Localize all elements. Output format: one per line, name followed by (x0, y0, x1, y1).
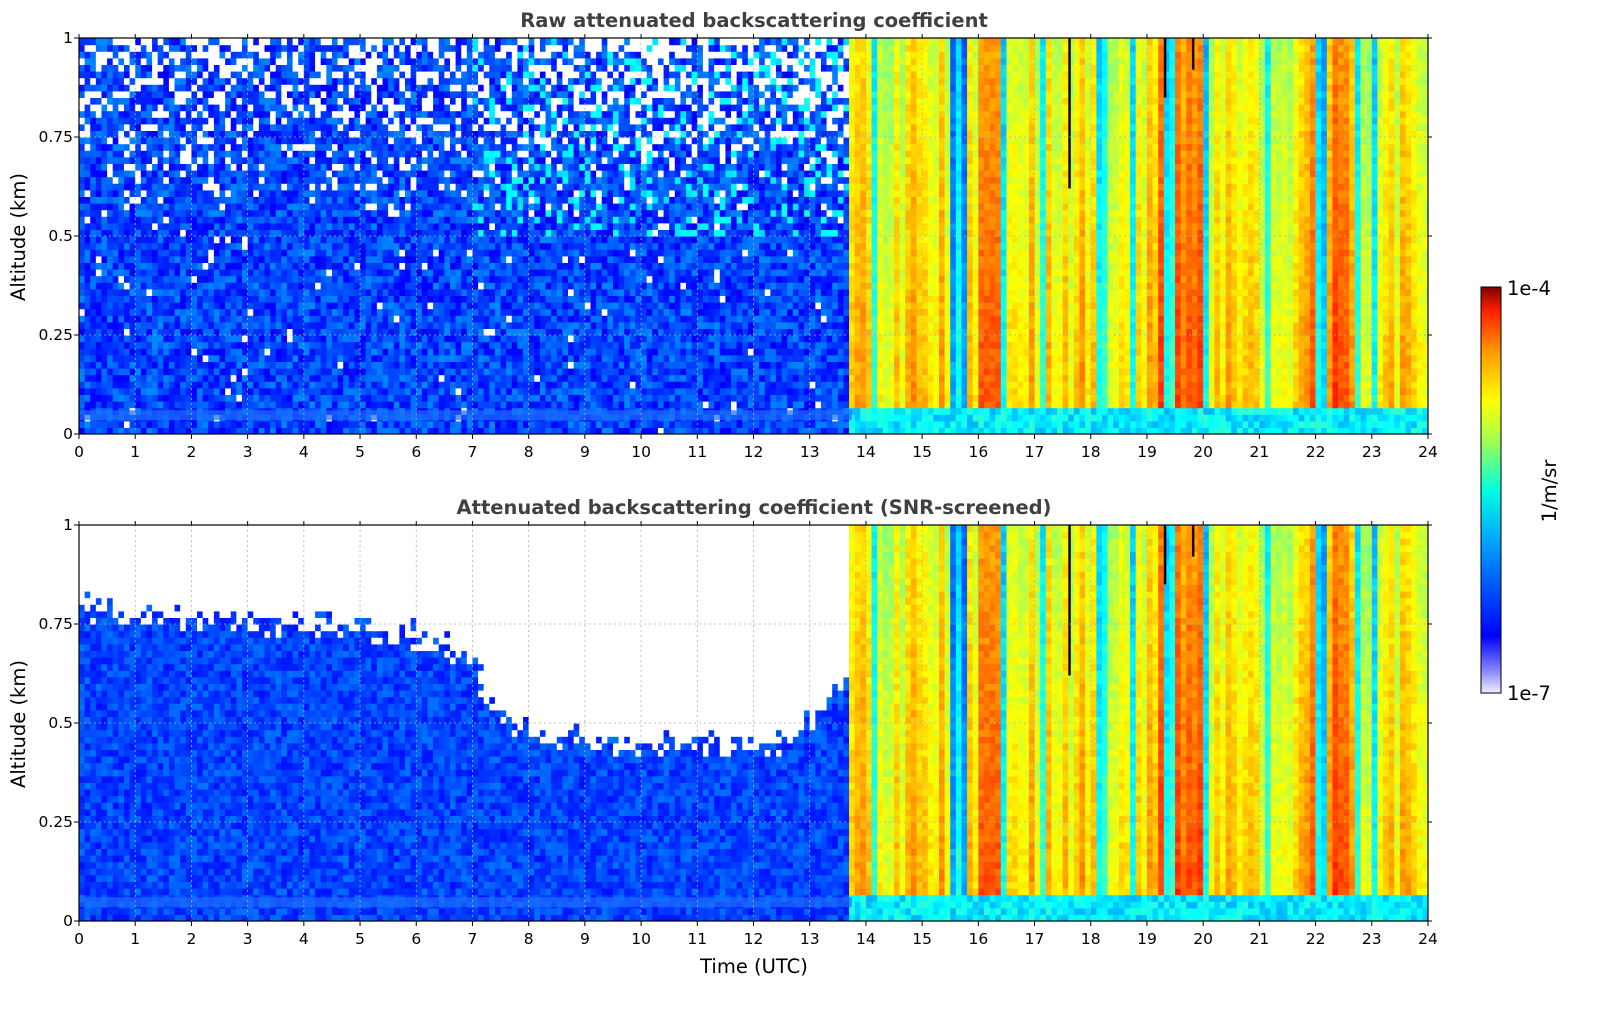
x-tick-label: 11 (687, 930, 707, 948)
panel-raw-heatmap (79, 38, 1428, 434)
x-tick-label: 1 (130, 930, 140, 948)
x-tick-label: 22 (1306, 930, 1326, 948)
x-tick-label: 9 (580, 443, 590, 461)
x-tick-label: 9 (580, 930, 590, 948)
colorbar-unit-label: 1/m/sr (1538, 459, 1561, 523)
x-tick-label: 19 (1137, 930, 1157, 948)
x-tick-label: 10 (631, 443, 651, 461)
colorbar-min-label: 1e-7 (1507, 682, 1551, 705)
panel-screened-x-ticks: 0 1 2 3 4 5 6 7 8 9 10 11 12 13 14 15 16 17 18 19 20 21 22 23 24 (74, 521, 1438, 948)
panel-raw-y-label: Altitude (km) (7, 173, 30, 301)
x-tick-label: 12 (744, 930, 764, 948)
x-tick-label: 3 (243, 930, 253, 948)
panel-raw: Raw attenuated backscattering coefficien… (7, 9, 1438, 461)
x-tick-label: 0 (74, 930, 84, 948)
x-tick-label: 19 (1137, 443, 1157, 461)
y-tick-label: 0 (63, 425, 73, 443)
x-tick-label: 20 (1193, 930, 1213, 948)
panel-screened-grid (79, 525, 1428, 921)
x-tick-label: 14 (856, 930, 876, 948)
x-tick-label: 2 (186, 443, 196, 461)
panel-raw-grid (79, 38, 1428, 434)
x-tick-label: 24 (1418, 443, 1438, 461)
panel-screened-x-label: Time (UTC) (699, 955, 808, 978)
colorbar-gradient (1480, 286, 1502, 694)
x-tick-label: 16 (968, 443, 988, 461)
x-tick-label: 7 (468, 443, 478, 461)
x-tick-label: 5 (355, 443, 365, 461)
panel-raw-y-ticks: 0 0.25 0.5 0.75 1 (38, 29, 1432, 443)
colorbar: 1e-4 1e-7 1/m/sr (1480, 277, 1561, 705)
x-tick-label: 6 (411, 930, 421, 948)
y-tick-label: 0.25 (38, 326, 73, 344)
y-tick-label: 0.75 (38, 128, 73, 146)
x-tick-label: 7 (468, 930, 478, 948)
y-tick-label: 1 (63, 29, 73, 47)
x-tick-label: 15 (912, 930, 932, 948)
x-tick-label: 4 (299, 443, 309, 461)
y-tick-label: 0.25 (38, 813, 73, 831)
colorbar-max-label: 1e-4 (1507, 277, 1551, 300)
y-tick-label: 0.5 (48, 227, 73, 245)
x-tick-label: 14 (856, 443, 876, 461)
x-tick-label: 4 (299, 930, 309, 948)
panel-screened-y-label: Altitude (km) (7, 660, 30, 788)
y-tick-label: 0.5 (48, 714, 73, 732)
x-tick-label: 22 (1306, 443, 1326, 461)
x-tick-label: 24 (1418, 930, 1438, 948)
x-tick-label: 23 (1362, 443, 1382, 461)
x-tick-label: 5 (355, 930, 365, 948)
x-tick-label: 21 (1250, 930, 1270, 948)
x-tick-label: 8 (524, 443, 534, 461)
panel-raw-x-ticks: 0 1 2 3 4 5 6 7 8 9 10 11 12 13 14 15 16 17 18 19 20 21 22 23 24 (74, 34, 1438, 461)
x-tick-label: 10 (631, 930, 651, 948)
panel-screened: Attenuated backscattering coefficient (S… (7, 496, 1438, 978)
x-tick-label: 2 (186, 930, 196, 948)
x-tick-label: 23 (1362, 930, 1382, 948)
x-tick-label: 0 (74, 443, 84, 461)
panel-screened-heatmap (79, 525, 1428, 921)
panel-raw-title: Raw attenuated backscattering coefficien… (520, 9, 988, 32)
x-tick-label: 12 (744, 443, 764, 461)
x-tick-label: 13 (800, 443, 820, 461)
x-tick-label: 15 (912, 443, 932, 461)
x-tick-label: 17 (1025, 443, 1045, 461)
y-tick-label: 1 (63, 516, 73, 534)
x-tick-label: 20 (1193, 443, 1213, 461)
x-tick-label: 16 (968, 930, 988, 948)
panel-screened-y-ticks: 0 0.25 0.5 0.75 1 (38, 516, 1432, 930)
x-tick-label: 17 (1025, 930, 1045, 948)
panel-screened-title: Attenuated backscattering coefficient (S… (457, 496, 1052, 519)
y-tick-label: 0 (63, 912, 73, 930)
x-tick-label: 8 (524, 930, 534, 948)
y-tick-label: 0.75 (38, 615, 73, 633)
x-tick-label: 18 (1081, 930, 1101, 948)
x-tick-label: 18 (1081, 443, 1101, 461)
x-tick-label: 3 (243, 443, 253, 461)
x-tick-label: 11 (687, 443, 707, 461)
x-tick-label: 6 (411, 443, 421, 461)
x-tick-label: 13 (800, 930, 820, 948)
x-tick-label: 21 (1250, 443, 1270, 461)
x-tick-label: 1 (130, 443, 140, 461)
